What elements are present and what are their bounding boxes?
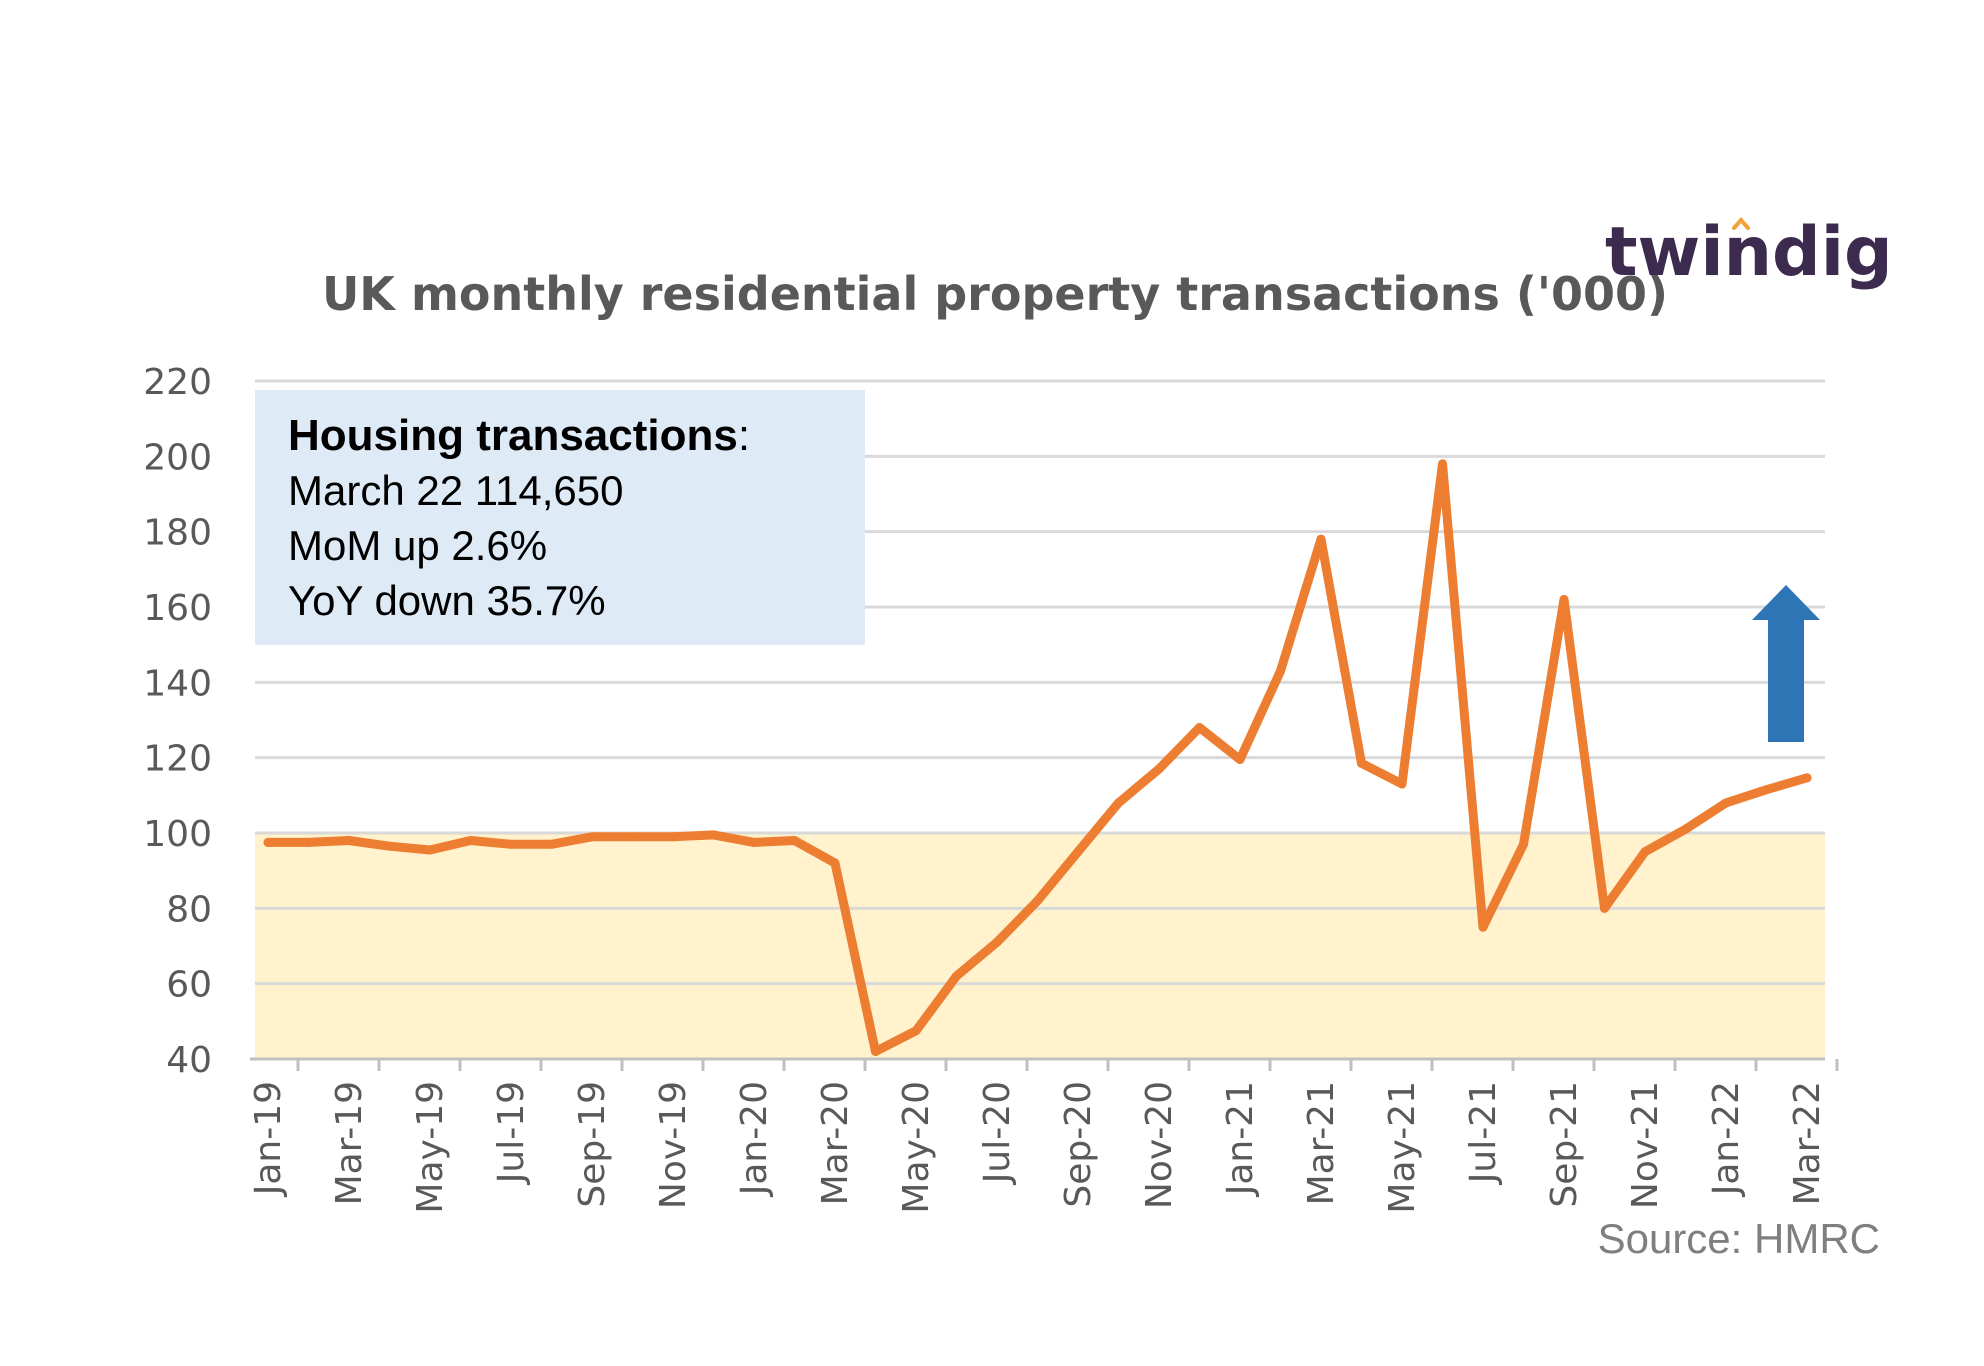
callout-background <box>255 390 865 645</box>
data-point <box>668 832 678 842</box>
data-point <box>1397 779 1407 789</box>
data-point <box>790 836 799 846</box>
data-point <box>1154 764 1164 774</box>
y-tick-label: 180 <box>143 513 212 554</box>
data-point <box>1762 785 1771 795</box>
x-tick-label: Jan-20 <box>734 1081 775 1197</box>
data-point <box>1559 594 1569 604</box>
data-point <box>709 830 718 840</box>
data-point <box>952 971 961 981</box>
data-point <box>1640 847 1650 857</box>
x-tick-label: May-20 <box>896 1081 937 1214</box>
data-point <box>628 832 637 842</box>
x-tick-label: Nov-20 <box>1139 1081 1180 1209</box>
x-tick-label: Nov-19 <box>653 1081 694 1209</box>
x-tick-label: Sep-21 <box>1544 1081 1585 1208</box>
data-point <box>1114 798 1123 808</box>
x-tick-label: Sep-19 <box>572 1081 613 1208</box>
data-point <box>547 839 556 849</box>
data-point <box>749 837 759 847</box>
x-tick-label: May-21 <box>1382 1081 1423 1214</box>
y-tick-label: 60 <box>166 965 212 1006</box>
x-tick-label: Mar-22 <box>1787 1081 1828 1205</box>
y-tick-label: 200 <box>143 437 212 478</box>
y-axis: 40 60 80 100 120 140 160 180 200 220 <box>143 362 212 1081</box>
data-point <box>466 836 475 846</box>
callout-line-3: YoY down 35.7% <box>288 577 606 624</box>
y-tick-label: 160 <box>143 588 212 629</box>
up-arrow-icon <box>1752 585 1820 742</box>
data-point <box>587 832 597 842</box>
y-tick-label: 40 <box>166 1040 212 1081</box>
callout-box: Housing transactions: March 22 114,650 M… <box>255 390 865 645</box>
data-point <box>1033 896 1042 906</box>
logo-accent-icon <box>1732 216 1750 230</box>
data-point <box>992 937 1002 947</box>
data-point <box>304 837 313 847</box>
y-tick-label: 220 <box>143 362 212 403</box>
callout-heading-line: Housing transactions: <box>288 411 750 460</box>
data-point <box>1681 824 1690 834</box>
data-point <box>506 839 516 849</box>
x-tick-label: Jul-19 <box>491 1081 532 1185</box>
x-tick-label: Jan-21 <box>1220 1081 1261 1197</box>
data-point <box>263 837 273 847</box>
shaded-band <box>255 833 1825 1059</box>
data-point <box>1600 903 1609 913</box>
data-points <box>263 459 1812 1056</box>
x-tick-label: Jan-22 <box>1706 1081 1747 1197</box>
x-tick-label: Mar-19 <box>329 1081 370 1205</box>
callout-line-1: March 22 114,650 <box>288 467 623 514</box>
x-tick-label: Mar-21 <box>1301 1081 1342 1205</box>
callout-line-2: MoM up 2.6% <box>288 522 547 569</box>
data-point <box>871 1046 880 1056</box>
data-point <box>1235 755 1245 765</box>
y-tick-label: 100 <box>143 814 212 855</box>
data-point <box>385 841 394 851</box>
x-tick-label: Mar-20 <box>815 1081 856 1205</box>
x-tick-label: Nov-21 <box>1625 1081 1666 1209</box>
data-point <box>1276 666 1285 676</box>
y-tick-label: 140 <box>143 663 212 704</box>
source-label: Source: HMRC <box>1598 1215 1880 1262</box>
x-tick-label: Jul-20 <box>977 1081 1018 1185</box>
data-point <box>344 836 354 846</box>
data-point <box>1073 847 1083 857</box>
logo-text: twindig <box>1605 213 1893 292</box>
data-point <box>830 858 840 868</box>
callout-heading-suffix: : <box>738 411 750 460</box>
y-tick-label: 80 <box>166 889 212 930</box>
x-tick-label: May-19 <box>410 1081 451 1214</box>
x-axis: Jan-19 Mar-19 May-19 Jul-19 Sep-19 Nov-19 Jan-… <box>248 1057 1839 1214</box>
y-tick-label: 120 <box>143 739 212 780</box>
data-point <box>425 845 435 855</box>
data-point <box>1519 839 1528 849</box>
callout-heading: Housing transactions <box>288 411 738 460</box>
data-point <box>1802 773 1812 783</box>
twindig-logo: twindig <box>1605 213 1893 292</box>
data-point <box>1721 798 1731 808</box>
data-point <box>1438 459 1447 469</box>
data-point <box>1357 758 1366 768</box>
x-tick-label: Sep-20 <box>1058 1081 1099 1208</box>
data-point <box>1195 723 1204 733</box>
data-point <box>911 1026 921 1036</box>
x-tick-label: Jul-21 <box>1463 1081 1504 1185</box>
chart-title: UK monthly residential property transact… <box>322 267 1668 321</box>
x-tick-label: Jan-19 <box>248 1081 289 1197</box>
data-point <box>1478 922 1488 932</box>
data-point <box>1316 534 1326 544</box>
